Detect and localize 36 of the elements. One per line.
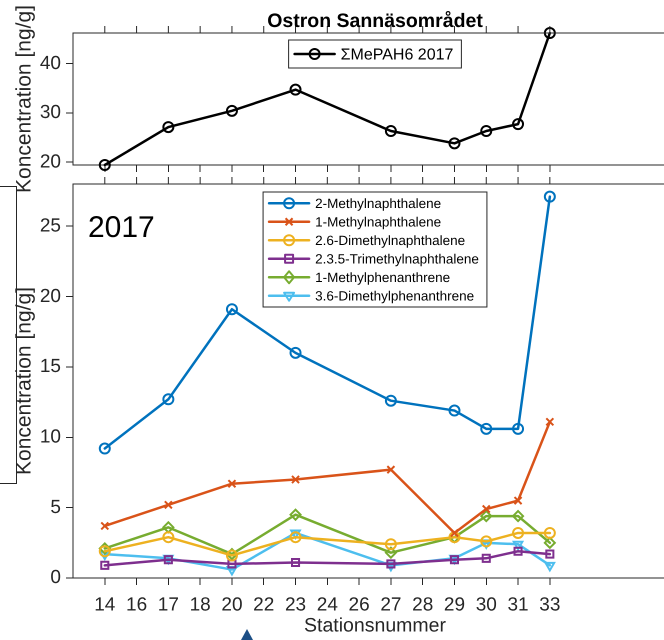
x-tick-label: 31 <box>507 594 529 616</box>
chart-title: Ostron Sannäsområdet <box>267 10 484 32</box>
x-tick-label: 26 <box>348 594 370 616</box>
x-tick-label: 30 <box>476 594 497 616</box>
y-tick-label: 5 <box>50 496 61 518</box>
x-tick-label: 17 <box>158 594 179 616</box>
y-tick-label: 0 <box>50 567 61 588</box>
y-tick-label: 25 <box>40 215 61 236</box>
legend-label: 2-Methylnaphthalene <box>315 196 442 211</box>
x-tick-label: 24 <box>316 594 338 616</box>
x-tick-label: 18 <box>190 594 211 616</box>
legend-label: 1-Methylnaphthalene <box>315 214 442 230</box>
legend-label: 1-Methylphenanthrene <box>315 270 450 285</box>
y-tick-label: 15 <box>40 356 61 378</box>
x-tick-label: 16 <box>126 594 148 616</box>
legend-label: 3.6-Dimethylphenanthrene <box>315 288 474 304</box>
y-tick-label: 30 <box>40 102 61 124</box>
x-tick-label: 28 <box>412 594 434 616</box>
y-tick-label: 40 <box>40 52 61 74</box>
x-tick-label: 14 <box>94 594 116 616</box>
x-axis-title: Stationsnummer <box>304 614 446 637</box>
annotation: 2017 <box>88 211 155 244</box>
x-tick-label: 29 <box>444 594 466 616</box>
y-tick-label: 10 <box>40 426 61 448</box>
legend-label: ΣMePAH6 2017 <box>340 46 454 64</box>
x-tick-label: 23 <box>284 594 306 616</box>
legend-label: 2.3.5-Trimethylnaphthalene <box>315 251 479 266</box>
y-axis-title: Koncentration [ng/g] <box>12 287 36 475</box>
x-tick-label: 27 <box>380 594 402 616</box>
y-axis-title: Koncentration [ng/g] <box>12 5 36 193</box>
x-tick-label: 33 <box>539 594 560 616</box>
y-tick-label: 20 <box>40 151 61 172</box>
x-tick-label: 22 <box>253 594 274 616</box>
x-tick-label: 20 <box>221 594 243 616</box>
y-tick-label: 20 <box>40 286 61 307</box>
legend-label: 2.6-Dimethylnaphthalene <box>315 232 466 248</box>
